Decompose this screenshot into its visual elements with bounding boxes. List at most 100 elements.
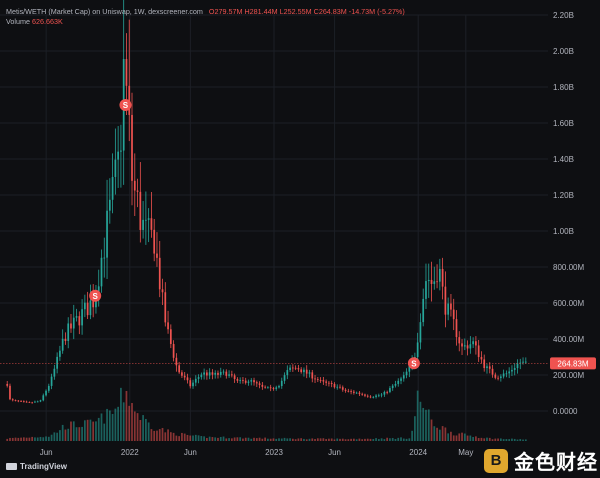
volume-bar xyxy=(405,438,408,441)
volume-bar xyxy=(17,437,20,441)
volume-bar xyxy=(344,439,347,441)
volume-bar xyxy=(319,438,322,441)
jinse-brand-text: 金色财经 xyxy=(514,450,598,474)
candle-body xyxy=(158,257,161,290)
volume-bar xyxy=(72,421,75,441)
volume-bar xyxy=(375,438,377,441)
volume-bar xyxy=(419,401,422,441)
y-tick-label: 1.20B xyxy=(553,191,574,200)
candle-body xyxy=(291,367,294,369)
candle-body xyxy=(355,392,358,394)
volume-bar xyxy=(214,437,217,441)
candle-body xyxy=(167,322,169,330)
volume-bar xyxy=(519,439,522,441)
volume-bar xyxy=(145,418,147,441)
candle-body xyxy=(267,387,269,389)
close-value: C264.83M xyxy=(313,7,347,16)
volume-bar xyxy=(267,438,269,441)
candle-body xyxy=(175,357,178,366)
volume-bar xyxy=(291,438,294,441)
volume-bar xyxy=(452,435,455,441)
x-tick-label: Jun xyxy=(184,448,197,457)
tradingview-label: TradingView xyxy=(20,462,67,471)
volume-bar xyxy=(150,429,153,441)
candle-body xyxy=(81,309,83,326)
candle-body xyxy=(50,376,53,386)
volume-bar xyxy=(75,427,78,441)
volume-bar xyxy=(169,432,172,441)
price-label: 264.83M xyxy=(557,359,588,368)
volume-bar xyxy=(228,438,230,441)
candle-body xyxy=(14,400,17,402)
candle-body xyxy=(161,289,164,293)
volume-bar xyxy=(136,413,139,441)
candle-body xyxy=(505,373,508,375)
candle-body xyxy=(333,383,336,388)
candle-body xyxy=(156,253,158,258)
candle-body xyxy=(153,229,156,254)
candle-body xyxy=(20,401,22,402)
candle-body xyxy=(208,372,211,376)
candle-body xyxy=(397,380,400,384)
candle-body xyxy=(61,338,64,351)
candle-body xyxy=(314,378,316,380)
volume-bar xyxy=(483,438,486,441)
candle-body xyxy=(502,373,505,377)
volume-bar xyxy=(369,438,372,441)
volume-bar xyxy=(438,429,441,441)
y-tick-label: 1.80B xyxy=(553,83,574,92)
y-tick-label: 600.00M xyxy=(553,299,584,308)
current-price-line: 264.83M xyxy=(0,357,596,370)
candle-body xyxy=(353,391,355,393)
volume-bar xyxy=(47,436,50,441)
candle-body xyxy=(483,359,486,369)
volume-bar xyxy=(14,437,17,441)
volume-bar xyxy=(491,439,494,441)
candle-body xyxy=(325,381,327,383)
volume-bar xyxy=(350,438,352,441)
candle-body xyxy=(136,190,139,192)
volume-bar xyxy=(86,419,89,441)
volume-bar xyxy=(114,408,117,441)
x-axis: Jun 2022 Jun 2023 Jun 2024 May xyxy=(40,448,474,457)
candle-body xyxy=(419,322,422,343)
volume-bar xyxy=(391,437,394,441)
volume-bar xyxy=(386,437,389,441)
candle-body xyxy=(169,329,172,344)
volume-bar xyxy=(328,438,330,441)
volume-bar xyxy=(303,438,305,441)
volume-bar xyxy=(230,438,233,441)
volume-bar xyxy=(6,438,9,441)
candle-body xyxy=(499,376,502,378)
candle-body xyxy=(278,386,280,388)
volume-bar xyxy=(133,411,136,441)
volume-bar xyxy=(203,436,205,441)
jinse-gold-logo-icon: B xyxy=(484,448,508,473)
x-tick-label: 2022 xyxy=(121,448,139,457)
candle-body xyxy=(239,380,242,381)
volume-bar xyxy=(441,426,444,441)
candle-body xyxy=(84,302,86,310)
candle-body xyxy=(311,372,314,379)
volume-bar xyxy=(377,439,380,441)
volume-bar xyxy=(239,437,242,441)
volume-bar xyxy=(269,438,272,441)
x-tick-label: May xyxy=(458,448,473,457)
volume-bar xyxy=(477,438,480,441)
candle-body xyxy=(372,396,375,398)
volume-bar xyxy=(222,436,225,441)
volume-label: Volume xyxy=(6,17,30,26)
candle-body xyxy=(524,361,527,363)
volume-bar xyxy=(400,437,402,441)
candle-body xyxy=(422,298,425,323)
volume-bar xyxy=(147,422,150,441)
volume-bar xyxy=(11,437,14,441)
volume-bar xyxy=(50,434,53,441)
volume-bar xyxy=(197,435,200,441)
candle-body xyxy=(316,379,319,381)
candle-body xyxy=(486,366,488,369)
tradingview-logo[interactable]: TradingView xyxy=(6,462,67,471)
candle-body xyxy=(86,302,89,316)
volume-bar xyxy=(383,439,386,441)
